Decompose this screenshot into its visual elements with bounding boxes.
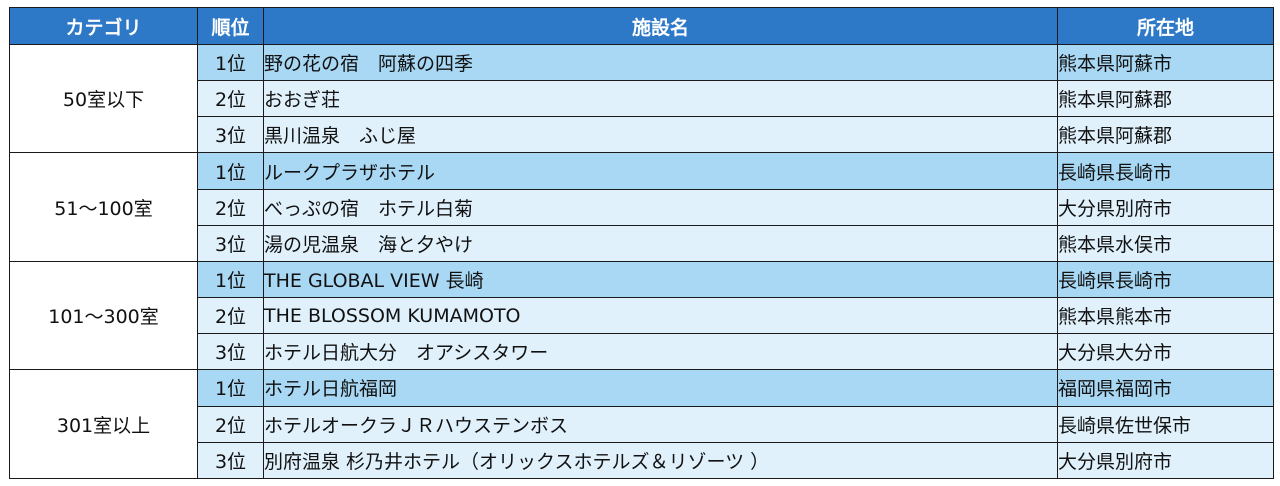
table-row: 2位 THE BLOSSOM KUMAMOTO 熊本県熊本市 xyxy=(10,297,1274,335)
table-row: 50室以下 1位 野の花の宿 阿蘇の四季 熊本県阿蘇市 xyxy=(9,43,1274,154)
facility-name-cell: 別府温泉 杉乃井ホテル（オリックスホテルズ＆リゾーツ ） xyxy=(263,441,1058,480)
header-facility-name: 施設名 xyxy=(263,7,1058,45)
rank-cell: 3位 xyxy=(197,116,264,154)
location-cell: 長崎県佐世保市 xyxy=(1057,405,1274,443)
facility-name-cell: おおぎ荘 xyxy=(263,80,1058,118)
facility-name-cell: 野の花の宿 阿蘇の四季 xyxy=(263,43,1058,82)
category-cell: 51～100室 xyxy=(9,152,198,262)
table-row: 3位 黒川温泉 ふじ屋 熊本県阿蘇郡 xyxy=(10,116,1274,154)
rank-cell: 2位 xyxy=(197,405,264,443)
table-row: 2位 おおぎ荘 熊本県阿蘇郡 xyxy=(10,80,1274,118)
rank-cell: 1位 xyxy=(197,152,264,190)
facility-name-cell: 湯の児温泉 海と夕やけ xyxy=(263,224,1058,262)
facility-name-cell: ホテルオークラＪＲハウステンボス xyxy=(263,405,1058,443)
rank-cell: 1位 xyxy=(197,260,264,299)
rank-cell: 1位 xyxy=(197,43,264,82)
location-cell: 熊本県阿蘇市 xyxy=(1057,43,1274,82)
category-cell: 301室以上 xyxy=(9,369,198,479)
header-rank: 順位 xyxy=(197,7,264,45)
table-row: 51～100室 1位 ルークプラザホテル 長崎県長崎市 xyxy=(9,152,1274,262)
table-row: 3位 ホテル日航大分 オアシスタワー 大分県大分市 xyxy=(10,333,1274,371)
facility-name-cell: THE BLOSSOM KUMAMOTO xyxy=(263,297,1058,335)
location-cell: 熊本県水俣市 xyxy=(1057,224,1274,262)
table-row: 301室以上 1位 ホテル日航福岡 福岡県福岡市 xyxy=(9,369,1274,479)
facility-name-cell: THE GLOBAL VIEW 長崎 xyxy=(263,260,1058,299)
location-cell: 大分県大分市 xyxy=(1057,333,1274,371)
location-cell: 長崎県長崎市 xyxy=(1057,260,1274,299)
header-location: 所在地 xyxy=(1057,7,1274,45)
header-category: カテゴリ xyxy=(9,7,198,45)
rank-cell: 2位 xyxy=(197,80,264,118)
location-cell: 熊本県阿蘇郡 xyxy=(1057,80,1274,118)
table-row: 3位 湯の児温泉 海と夕やけ 熊本県水俣市 xyxy=(10,224,1274,262)
table-row: 3位 別府温泉 杉乃井ホテル（オリックスホテルズ＆リゾーツ ） 大分県別府市 xyxy=(10,441,1274,480)
table-row: 101～300室 1位 THE GLOBAL VIEW 長崎 長崎県長崎市 xyxy=(9,260,1274,371)
rank-cell: 1位 xyxy=(197,369,264,407)
facility-name-cell: ホテル日航大分 オアシスタワー xyxy=(263,333,1058,371)
category-cell: 50室以下 xyxy=(9,43,198,154)
location-cell: 大分県別府市 xyxy=(1057,188,1274,226)
rank-cell: 3位 xyxy=(197,441,264,480)
location-cell: 熊本県熊本市 xyxy=(1057,297,1274,335)
header-row: カテゴリ 順位 施設名 所在地 xyxy=(9,7,1274,45)
rank-cell: 2位 xyxy=(197,188,264,226)
location-cell: 大分県別府市 xyxy=(1057,441,1274,480)
table-row: 2位 ホテルオークラＪＲハウステンボス 長崎県佐世保市 xyxy=(10,405,1274,443)
facility-name-cell: べっぷの宿 ホテル白菊 xyxy=(263,188,1058,226)
location-cell: 熊本県阿蘇郡 xyxy=(1057,116,1274,154)
category-cell: 101～300室 xyxy=(9,260,198,371)
rank-cell: 2位 xyxy=(197,297,264,335)
facility-name-cell: ホテル日航福岡 xyxy=(263,369,1058,407)
ranking-table: カテゴリ 順位 施設名 所在地 50室以下 1位 野の花の宿 阿蘇の四季 熊本県… xyxy=(9,7,1274,480)
location-cell: 福岡県福岡市 xyxy=(1057,369,1274,407)
facility-name-cell: ルークプラザホテル xyxy=(263,152,1058,190)
rank-cell: 3位 xyxy=(197,224,264,262)
location-cell: 長崎県長崎市 xyxy=(1057,152,1274,190)
facility-name-cell: 黒川温泉 ふじ屋 xyxy=(263,116,1058,154)
table-row: 2位 べっぷの宿 ホテル白菊 大分県別府市 xyxy=(10,188,1274,226)
rank-cell: 3位 xyxy=(197,333,264,371)
